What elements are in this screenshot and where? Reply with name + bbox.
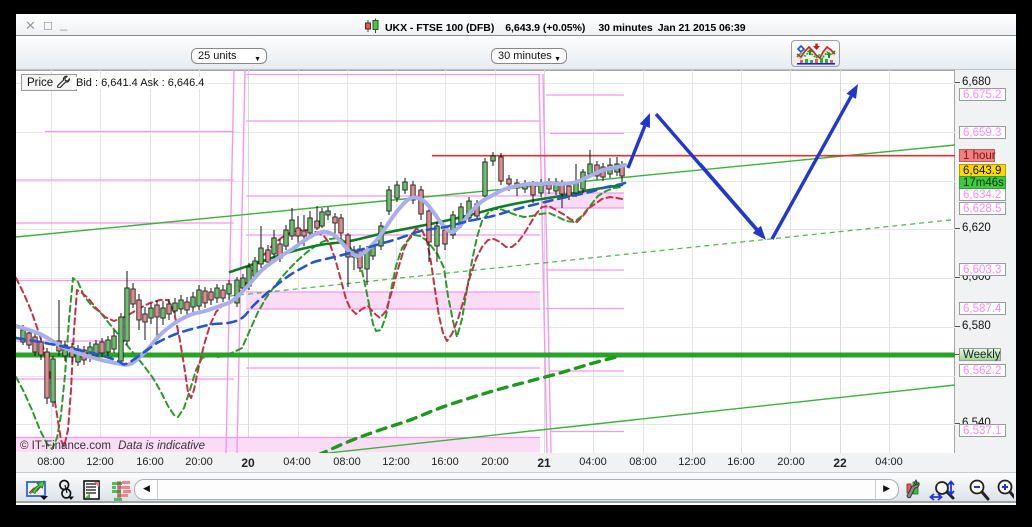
- svg-text:© IT-Finance.com Data is indic: © IT-Finance.com Data is indicative: [20, 440, 205, 452]
